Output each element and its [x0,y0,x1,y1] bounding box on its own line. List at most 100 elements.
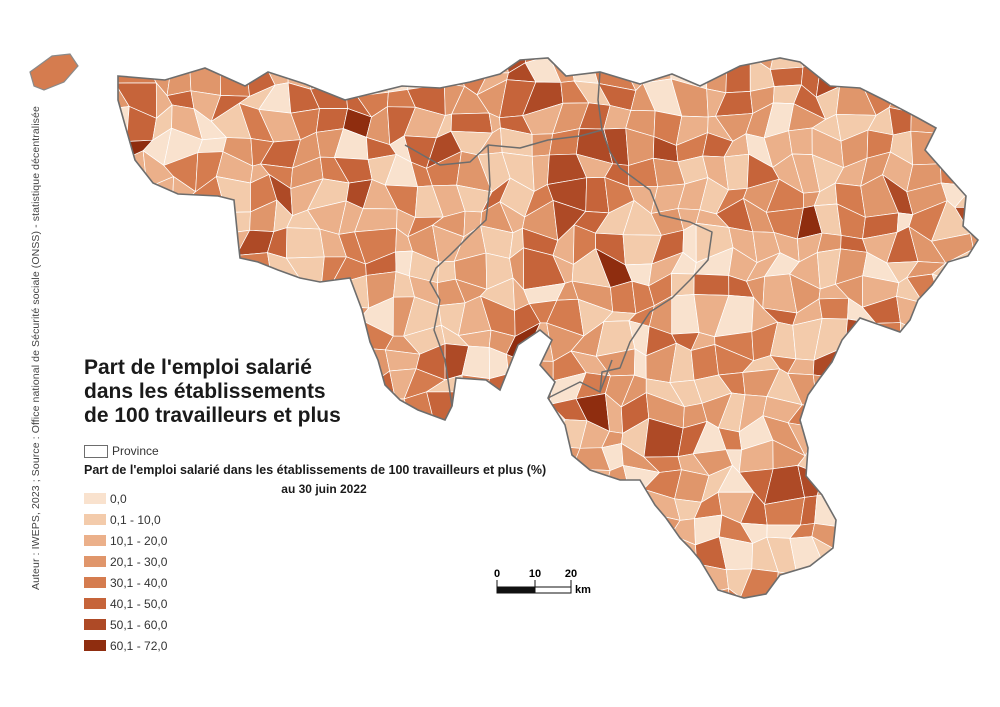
municipality [730,610,754,646]
municipality [235,252,273,286]
municipality [271,277,300,305]
municipality [621,513,654,545]
municipality [573,613,607,636]
municipality [455,58,489,74]
municipality [288,513,319,553]
municipality [931,516,959,553]
municipality [864,540,894,578]
municipality [667,563,698,597]
municipality [310,583,350,598]
municipality [118,246,133,284]
municipality [834,526,874,550]
legend-swatch [84,493,106,504]
municipality [167,614,200,634]
municipality [163,274,196,309]
municipality [436,564,465,590]
municipality [440,59,465,87]
municipality [479,421,509,453]
municipality [249,326,274,358]
municipality [383,58,411,59]
municipality [223,255,249,287]
municipality [552,496,583,527]
legend-item: 20,1 - 30,0 [84,551,167,572]
municipality [172,58,206,59]
municipality [118,139,127,162]
municipality [690,344,719,381]
municipality [378,525,409,551]
municipality [835,594,868,598]
municipality [312,537,349,566]
municipality [290,617,321,648]
municipality [314,324,347,359]
municipality [693,273,730,296]
municipality [771,614,796,648]
municipality [259,586,300,598]
municipality [886,534,921,574]
municipality [836,491,874,530]
municipality [191,616,221,641]
municipality [247,279,273,305]
municipality [935,394,967,434]
municipality [835,377,876,404]
municipality [912,58,934,70]
municipality [169,498,194,530]
legend-swatch [84,619,106,630]
municipality [118,246,154,285]
municipality [578,497,604,526]
municipality [339,536,363,575]
municipality [149,58,176,71]
municipality [839,62,868,88]
exclave-comines [29,53,79,91]
municipality [431,510,455,548]
municipality [954,588,978,598]
municipality [936,102,964,140]
municipality [217,519,253,549]
municipality [272,559,297,594]
municipality [461,374,491,395]
legend-swatch [84,514,106,525]
municipality [459,609,488,647]
municipality [247,559,278,598]
municipality [171,198,189,239]
municipality [189,493,219,530]
municipality [237,513,274,554]
municipality [522,360,554,382]
province-boundary [429,144,491,407]
province-boundary [404,129,621,169]
municipality [908,356,948,385]
municipality [189,527,230,550]
municipality [224,565,252,598]
municipality [508,373,540,401]
municipality [836,58,872,66]
municipality [408,561,441,593]
municipality [220,592,252,598]
municipality [865,392,889,429]
province-boundary [597,71,603,131]
municipality [963,453,978,481]
legend-label: 0,1 - 10,0 [110,512,161,527]
municipality [571,468,611,502]
municipality [118,299,133,336]
municipality [642,534,682,574]
municipality [450,537,494,577]
municipality [428,609,461,647]
municipality [939,610,960,634]
municipality [600,617,629,633]
municipality [834,447,878,478]
municipality [723,153,750,191]
municipality [912,62,933,89]
municipality [935,428,967,458]
municipality [241,612,261,639]
municipality [955,60,978,89]
municipality [887,355,916,385]
municipality [884,561,919,598]
municipality [118,187,154,206]
legend-swatch [84,640,106,651]
title-line-2: dans les établissements [84,380,326,403]
municipality [930,87,964,122]
legend-item: 40,1 - 50,0 [84,593,167,614]
municipality [812,611,836,632]
municipality [621,537,644,574]
municipality [774,583,797,598]
municipality [883,488,917,524]
